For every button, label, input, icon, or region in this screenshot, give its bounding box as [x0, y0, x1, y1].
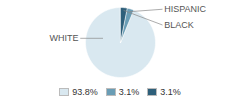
html-text:3.1%: 3.1% — [118, 87, 140, 97]
svg-text:BLACK: BLACK — [164, 20, 194, 30]
svg-text:WHITE: WHITE — [50, 33, 79, 43]
html-text:93.8%: 93.8% — [72, 87, 98, 97]
svg-text:HISPANIC: HISPANIC — [164, 4, 206, 14]
html-text:3.1%: 3.1% — [160, 87, 181, 97]
